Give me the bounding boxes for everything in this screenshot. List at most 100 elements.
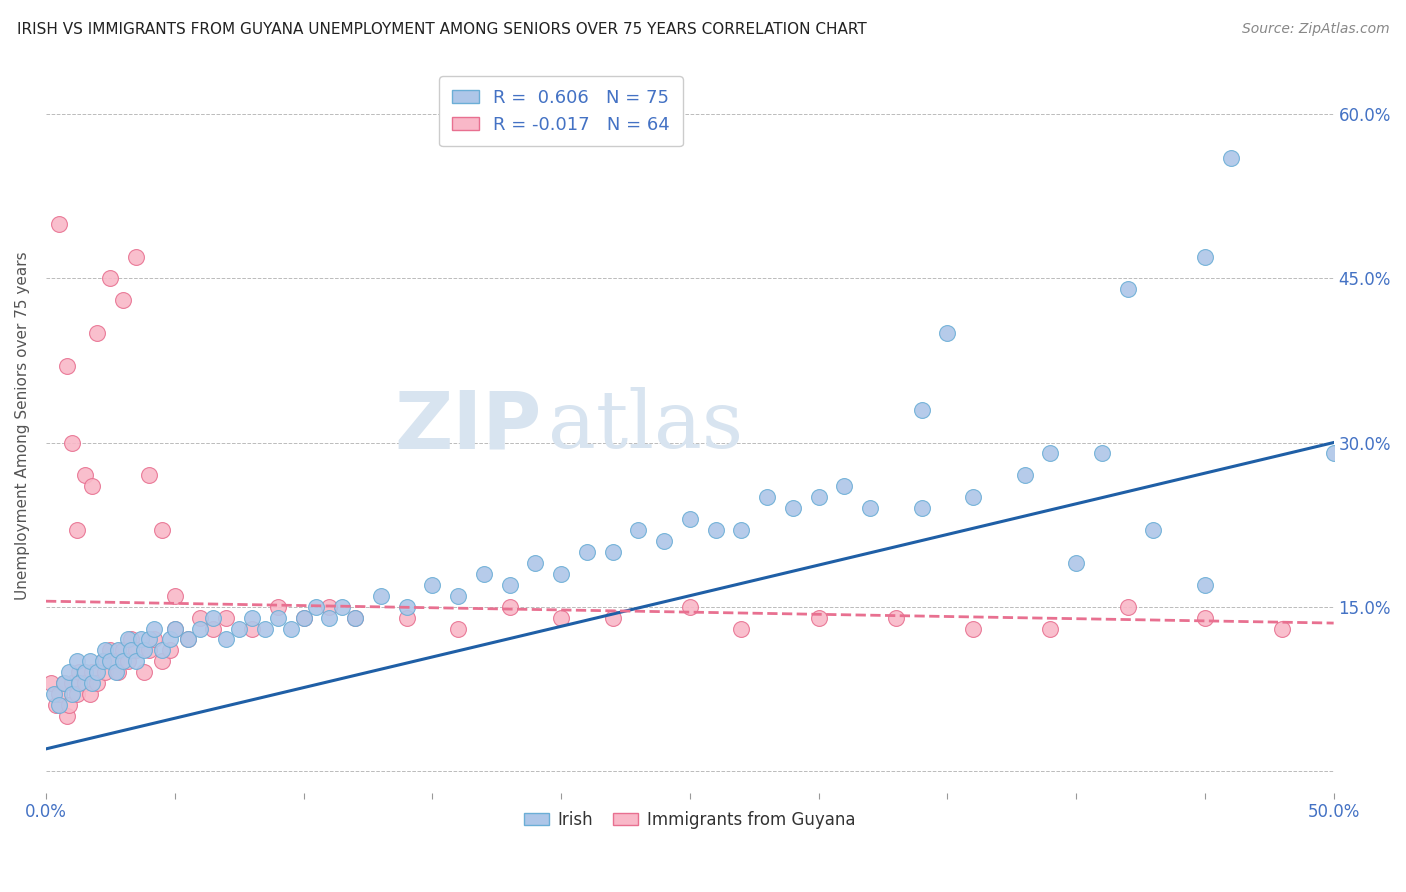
Point bbox=[240, 622, 263, 636]
Point bbox=[138, 468, 160, 483]
Point bbox=[215, 632, 238, 647]
Point bbox=[82, 665, 104, 680]
Point bbox=[48, 687, 70, 701]
Point bbox=[228, 622, 250, 636]
Point bbox=[163, 589, 186, 603]
Point bbox=[94, 665, 117, 680]
Point bbox=[82, 479, 104, 493]
Point bbox=[79, 654, 101, 668]
Point bbox=[98, 271, 121, 285]
Point bbox=[253, 622, 276, 636]
Point bbox=[112, 643, 135, 657]
Point bbox=[132, 643, 155, 657]
Point bbox=[807, 490, 830, 504]
Point bbox=[267, 599, 290, 614]
Point bbox=[627, 523, 650, 537]
Point bbox=[86, 665, 108, 680]
Point bbox=[129, 632, 152, 647]
Point bbox=[176, 632, 198, 647]
Point bbox=[73, 468, 96, 483]
Point bbox=[1271, 622, 1294, 636]
Point bbox=[910, 402, 932, 417]
Point bbox=[447, 622, 470, 636]
Point bbox=[176, 632, 198, 647]
Point bbox=[318, 599, 340, 614]
Point bbox=[575, 545, 598, 559]
Point bbox=[498, 599, 520, 614]
Point bbox=[395, 599, 418, 614]
Point bbox=[104, 665, 127, 680]
Point bbox=[82, 676, 104, 690]
Point bbox=[150, 643, 173, 657]
Point bbox=[60, 687, 83, 701]
Text: IRISH VS IMMIGRANTS FROM GUYANA UNEMPLOYMENT AMONG SENIORS OVER 75 YEARS CORRELA: IRISH VS IMMIGRANTS FROM GUYANA UNEMPLOY… bbox=[17, 22, 866, 37]
Point bbox=[447, 589, 470, 603]
Point bbox=[1194, 250, 1216, 264]
Point bbox=[86, 326, 108, 340]
Point bbox=[704, 523, 727, 537]
Point bbox=[104, 654, 127, 668]
Point bbox=[86, 676, 108, 690]
Point bbox=[42, 687, 65, 701]
Point bbox=[79, 687, 101, 701]
Point bbox=[1323, 446, 1346, 460]
Point bbox=[60, 676, 83, 690]
Point bbox=[66, 687, 89, 701]
Point bbox=[39, 676, 62, 690]
Point bbox=[602, 545, 624, 559]
Point bbox=[58, 665, 80, 680]
Point bbox=[117, 654, 139, 668]
Point bbox=[1142, 523, 1164, 537]
Point bbox=[330, 599, 353, 614]
Point bbox=[1116, 282, 1139, 296]
Text: atlas: atlas bbox=[548, 387, 744, 465]
Point bbox=[94, 643, 117, 657]
Point bbox=[679, 512, 702, 526]
Point bbox=[292, 610, 315, 624]
Point bbox=[550, 610, 572, 624]
Point bbox=[120, 643, 142, 657]
Point bbox=[1116, 599, 1139, 614]
Point bbox=[73, 665, 96, 680]
Point bbox=[66, 523, 89, 537]
Point bbox=[125, 250, 148, 264]
Point bbox=[267, 610, 290, 624]
Point bbox=[120, 632, 142, 647]
Point bbox=[1014, 468, 1036, 483]
Point bbox=[910, 501, 932, 516]
Legend: Irish, Immigrants from Guyana: Irish, Immigrants from Guyana bbox=[517, 805, 862, 836]
Y-axis label: Unemployment Among Seniors over 75 years: Unemployment Among Seniors over 75 years bbox=[15, 252, 30, 600]
Point bbox=[318, 610, 340, 624]
Point bbox=[125, 654, 148, 668]
Point bbox=[138, 632, 160, 647]
Point bbox=[730, 523, 752, 537]
Point bbox=[292, 610, 315, 624]
Point bbox=[782, 501, 804, 516]
Point bbox=[498, 578, 520, 592]
Text: ZIP: ZIP bbox=[395, 387, 541, 465]
Point bbox=[69, 665, 91, 680]
Point bbox=[550, 566, 572, 581]
Point bbox=[859, 501, 882, 516]
Point bbox=[343, 610, 366, 624]
Point bbox=[756, 490, 779, 504]
Point bbox=[370, 589, 392, 603]
Point bbox=[53, 676, 76, 690]
Point bbox=[1039, 622, 1062, 636]
Point bbox=[159, 632, 181, 647]
Point bbox=[58, 698, 80, 712]
Point bbox=[69, 676, 91, 690]
Point bbox=[117, 632, 139, 647]
Point bbox=[112, 293, 135, 308]
Point bbox=[91, 654, 114, 668]
Point bbox=[1219, 151, 1241, 165]
Point bbox=[143, 632, 166, 647]
Point bbox=[524, 556, 547, 570]
Point bbox=[138, 643, 160, 657]
Point bbox=[420, 578, 443, 592]
Point bbox=[132, 665, 155, 680]
Point bbox=[159, 643, 181, 657]
Point bbox=[125, 643, 148, 657]
Point bbox=[55, 709, 77, 723]
Point bbox=[150, 654, 173, 668]
